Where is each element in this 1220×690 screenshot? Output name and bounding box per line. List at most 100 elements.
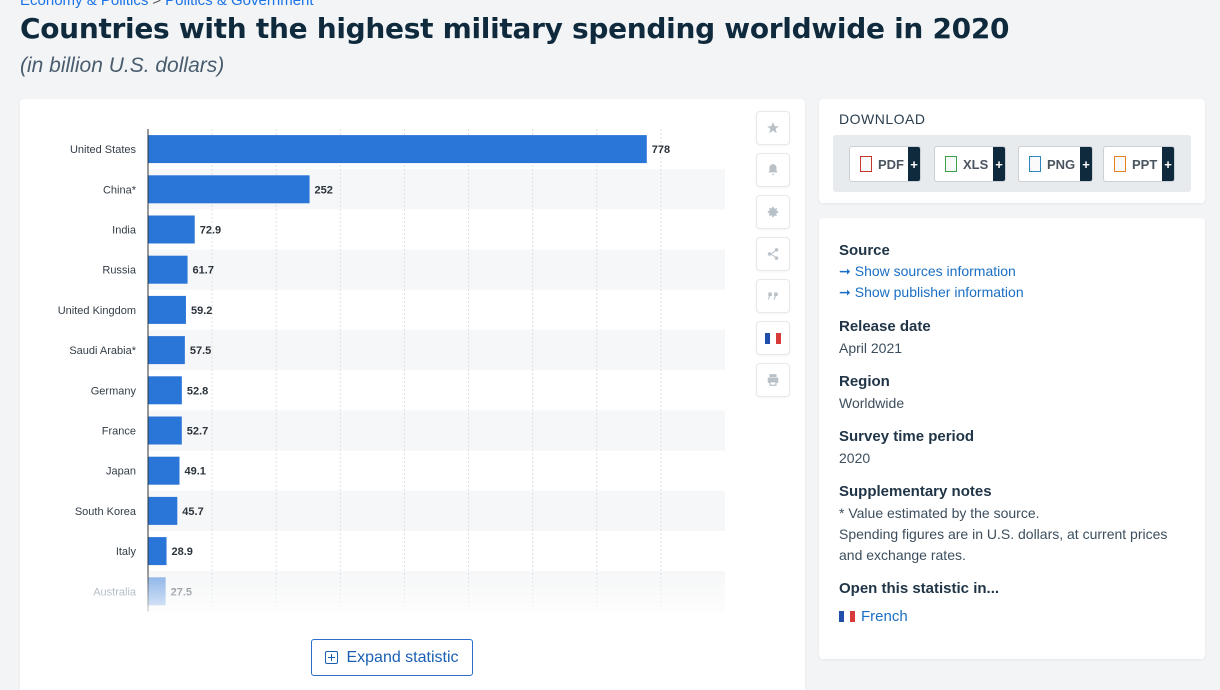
survey-period-heading: Survey time period (839, 428, 975, 445)
expand-statistic-button[interactable]: Expand statistic (311, 639, 473, 676)
chart-toolbar (756, 111, 790, 405)
value-label: 61.7 (193, 265, 214, 277)
chart-fade-overlay (20, 571, 750, 622)
download-ppt-label: PPT (1132, 156, 1158, 172)
download-row: PDF + XLS + PNG + PPT + (833, 135, 1191, 192)
bar[interactable] (148, 376, 182, 405)
category-label: United States (70, 144, 137, 156)
bar[interactable] (148, 295, 186, 324)
star-icon (767, 122, 779, 134)
value-label: 57.5 (190, 345, 211, 357)
gear-icon (767, 206, 779, 218)
download-png-button[interactable]: PNG + (1018, 146, 1093, 182)
download-ppt-plus: + (1162, 147, 1174, 181)
show-sources-label: Show sources information (854, 263, 1016, 279)
page-subtitle: (in billion U.S. dollars) (20, 54, 225, 77)
value-label: 49.1 (184, 466, 205, 478)
expand-statistic-label: Expand statistic (346, 648, 459, 666)
chart-card: United States 778 China* 252 India 72.9 Russia… (20, 99, 805, 690)
release-date-value: April 2021 (839, 340, 903, 356)
bar[interactable] (148, 175, 310, 204)
breadcrumb: Economy & Politics > Politics & Government (20, 0, 314, 9)
breadcrumb-link-politics[interactable]: Politics & Government (165, 0, 314, 9)
category-label: United Kingdom (58, 305, 136, 317)
share-button[interactable] (756, 237, 790, 271)
row-stripe (148, 249, 725, 290)
show-sources-link[interactable]: ➞ Show sources information (839, 263, 1016, 280)
value-label: 52.8 (187, 385, 208, 397)
expand-icon (325, 651, 339, 664)
print-button[interactable] (756, 363, 790, 397)
open-in-french-label: French (861, 608, 908, 625)
download-pdf-plus: + (908, 147, 920, 181)
row-stripe (148, 490, 725, 531)
french-flag-icon (765, 332, 781, 344)
download-xls-button[interactable]: XLS + (934, 146, 1006, 182)
category-label: China* (103, 184, 137, 196)
bar-chart: United States 778 China* 252 India 72.9 Russia… (20, 129, 750, 622)
source-heading: Source (839, 242, 890, 259)
bar[interactable] (148, 135, 647, 164)
category-label: Russia (102, 265, 137, 277)
quote-icon (767, 292, 778, 300)
category-label: India (112, 225, 137, 237)
settings-button[interactable] (756, 195, 790, 229)
favorite-button[interactable] (756, 111, 790, 145)
bar[interactable] (148, 255, 188, 284)
bar[interactable] (148, 537, 167, 566)
notification-button[interactable] (756, 153, 790, 187)
cite-button[interactable] (756, 279, 790, 313)
value-label: 778 (652, 144, 670, 156)
page-title: Countries with the highest military spen… (20, 12, 1010, 45)
supplementary-notes-heading: Supplementary notes (839, 483, 992, 500)
download-pdf-button[interactable]: PDF + (849, 146, 921, 182)
png-file-icon (1029, 156, 1041, 172)
category-label: Japan (106, 466, 136, 478)
row-stripe (148, 410, 725, 451)
supplementary-notes-line2: Spending figures are in U.S. dollars, at… (839, 526, 1168, 563)
bar[interactable] (148, 416, 182, 445)
value-label: 28.9 (172, 546, 193, 558)
pdf-file-icon (860, 156, 872, 172)
breadcrumb-link-economy[interactable]: Economy & Politics (20, 0, 149, 9)
xls-file-icon (945, 156, 957, 172)
region-value: Worldwide (839, 395, 905, 411)
bar[interactable] (148, 336, 185, 365)
download-ppt-button[interactable]: PPT + (1103, 146, 1175, 182)
survey-period-value: 2020 (839, 450, 871, 466)
row-stripe (148, 330, 725, 371)
download-png-plus: + (1080, 147, 1092, 181)
download-xls-plus: + (993, 147, 1005, 181)
value-label: 52.7 (187, 426, 208, 438)
statistic-info-card: Source ➞ Show sources information ➞ Show p… (819, 218, 1205, 659)
value-label: 45.7 (182, 506, 203, 518)
category-label: Germany (91, 385, 137, 397)
bell-icon (768, 164, 778, 176)
show-publisher-label: Show publisher information (854, 284, 1024, 300)
breadcrumb-separator: > (152, 0, 162, 9)
supplementary-notes-line1: * Value estimated by the source. (839, 505, 1040, 521)
arrow-right-icon: ➞ (839, 284, 851, 300)
print-icon (767, 374, 779, 386)
open-statistic-heading: Open this statistic in... (839, 580, 1000, 597)
language-french-button[interactable] (756, 321, 790, 355)
download-title: DOWNLOAD (839, 111, 926, 127)
category-label: Saudi Arabia* (69, 345, 136, 357)
ppt-file-icon (1114, 156, 1126, 172)
category-label: Italy (116, 546, 137, 558)
bar[interactable] (148, 496, 178, 525)
value-label: 72.9 (200, 225, 221, 237)
bar[interactable] (148, 215, 195, 244)
french-flag-icon (839, 611, 855, 622)
region-heading: Region (839, 373, 890, 390)
download-xls-label: XLS (963, 156, 989, 172)
bar[interactable] (148, 456, 180, 485)
value-label: 59.2 (191, 305, 212, 317)
category-label: South Korea (75, 506, 137, 518)
open-in-french-link[interactable]: French (839, 608, 908, 625)
download-pdf-label: PDF (878, 156, 904, 172)
show-publisher-link[interactable]: ➞ Show publisher information (839, 284, 1024, 301)
arrow-right-icon: ➞ (839, 263, 851, 279)
share-icon (767, 248, 779, 260)
value-label: 252 (315, 184, 333, 196)
